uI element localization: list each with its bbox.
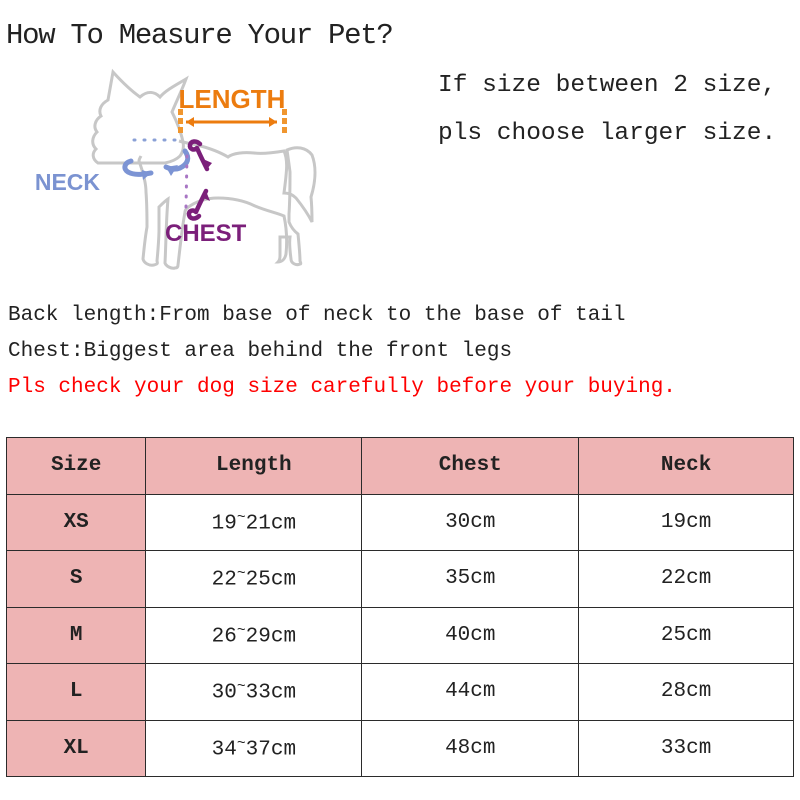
svg-text:NECK: NECK xyxy=(35,169,101,195)
svg-text:CHEST: CHEST xyxy=(165,220,247,247)
svg-text:LENGTH: LENGTH xyxy=(179,84,286,114)
